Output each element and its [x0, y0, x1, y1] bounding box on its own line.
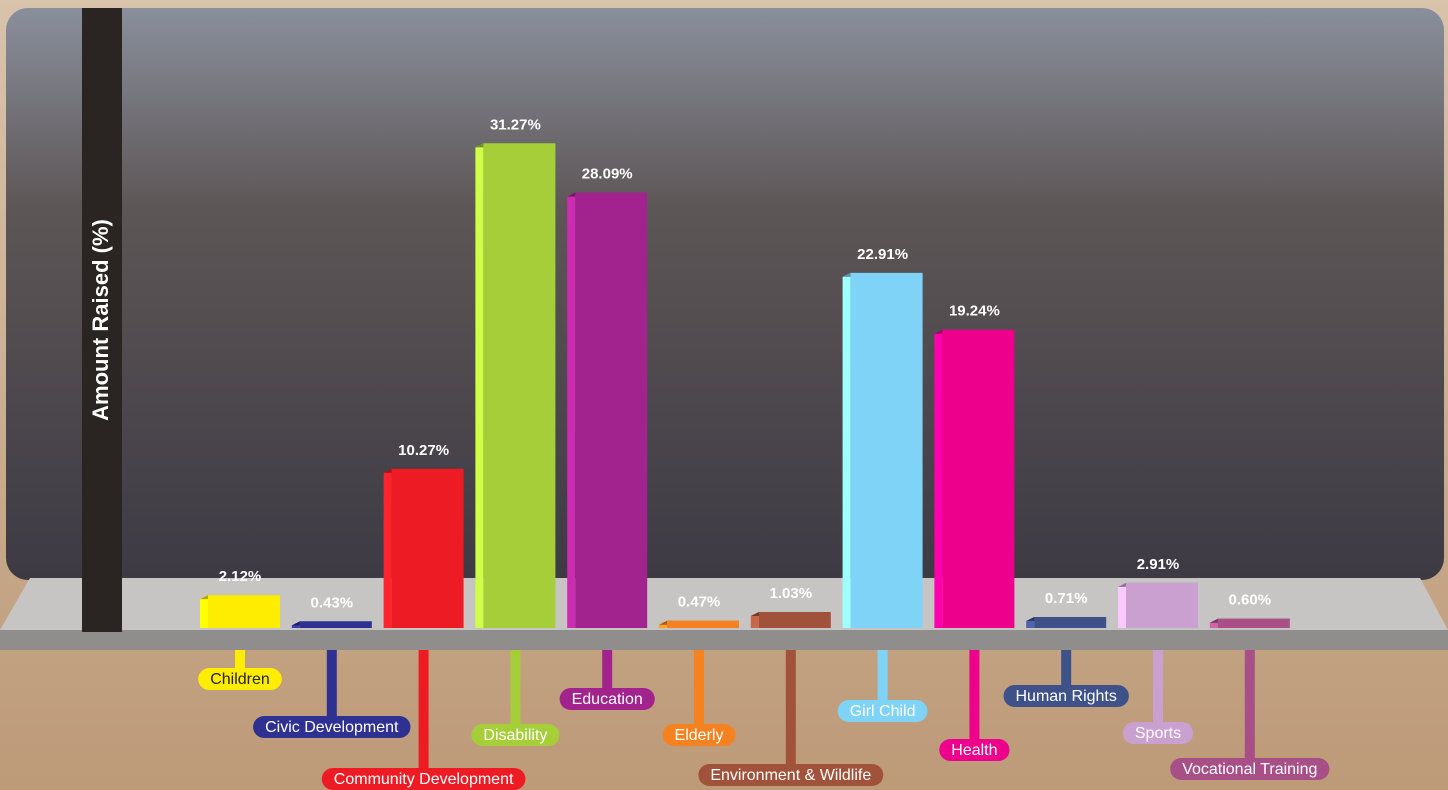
category-label: Civic Development	[253, 716, 410, 738]
category-label: Health	[939, 739, 1009, 761]
bar	[575, 193, 647, 628]
x-tick-label: Disability	[483, 727, 547, 744]
chart: Amount Raised (%) 2.12% Children 0.43% Civi…	[0, 0, 1448, 790]
bar-side	[843, 273, 851, 628]
bar	[392, 469, 464, 628]
value-label: 2.91%	[1137, 556, 1180, 573]
x-tick-label: Human Rights	[1016, 688, 1117, 705]
bar	[942, 330, 1014, 628]
bar	[208, 595, 280, 628]
value-label: 22.91%	[857, 246, 908, 263]
platform-edge	[0, 630, 1448, 650]
value-label: 0.47%	[678, 594, 721, 611]
category-label: Education	[560, 688, 655, 710]
bar-side	[567, 193, 575, 628]
x-tick-label: Sports	[1135, 725, 1181, 742]
value-label: 2.12%	[219, 568, 262, 585]
x-tick-label: Children	[210, 671, 270, 688]
x-tick-label: Civic Development	[265, 719, 399, 736]
bar-side	[384, 469, 392, 628]
photo-backdrop	[6, 8, 1444, 580]
bar	[667, 621, 739, 628]
bar	[851, 273, 923, 628]
bar-side	[475, 143, 483, 628]
category-label: Human Rights	[1004, 685, 1129, 707]
x-tick-label: Health	[951, 742, 997, 759]
x-tick-label: Community Development	[334, 771, 514, 788]
value-label: 0.60%	[1229, 592, 1272, 609]
value-label: 0.71%	[1045, 590, 1088, 607]
bar	[1126, 583, 1198, 628]
x-tick-label: Elderly	[675, 727, 724, 744]
x-tick-label: Education	[572, 691, 643, 708]
x-tick-label: Vocational Training	[1182, 761, 1317, 778]
x-tick-label: Environment & Wildlife	[710, 767, 871, 784]
value-label: 0.43%	[311, 594, 354, 611]
category-label: Disability	[471, 724, 559, 746]
category-label: Vocational Training	[1170, 758, 1329, 780]
y-axis-label: Amount Raised (%)	[88, 219, 113, 421]
category-label: Environment & Wildlife	[698, 764, 883, 786]
bar-side	[200, 595, 208, 628]
value-label: 19.24%	[949, 303, 1000, 320]
category-label: Children	[198, 668, 282, 690]
category-label: Girl Child	[838, 700, 928, 722]
category-label: Elderly	[663, 724, 736, 746]
category-label: Community Development	[322, 768, 526, 790]
category-label: Sports	[1123, 722, 1193, 744]
bar	[1034, 617, 1106, 628]
bar-side	[1118, 583, 1126, 628]
value-label: 28.09%	[582, 166, 633, 183]
bar	[300, 621, 372, 628]
x-tick-label: Girl Child	[850, 703, 916, 720]
bar	[759, 612, 831, 628]
bar-side	[934, 330, 942, 628]
bar	[1218, 619, 1290, 628]
bar	[483, 143, 555, 628]
value-label: 1.03%	[770, 585, 813, 602]
value-label: 31.27%	[490, 116, 541, 133]
value-label: 10.27%	[398, 442, 449, 459]
